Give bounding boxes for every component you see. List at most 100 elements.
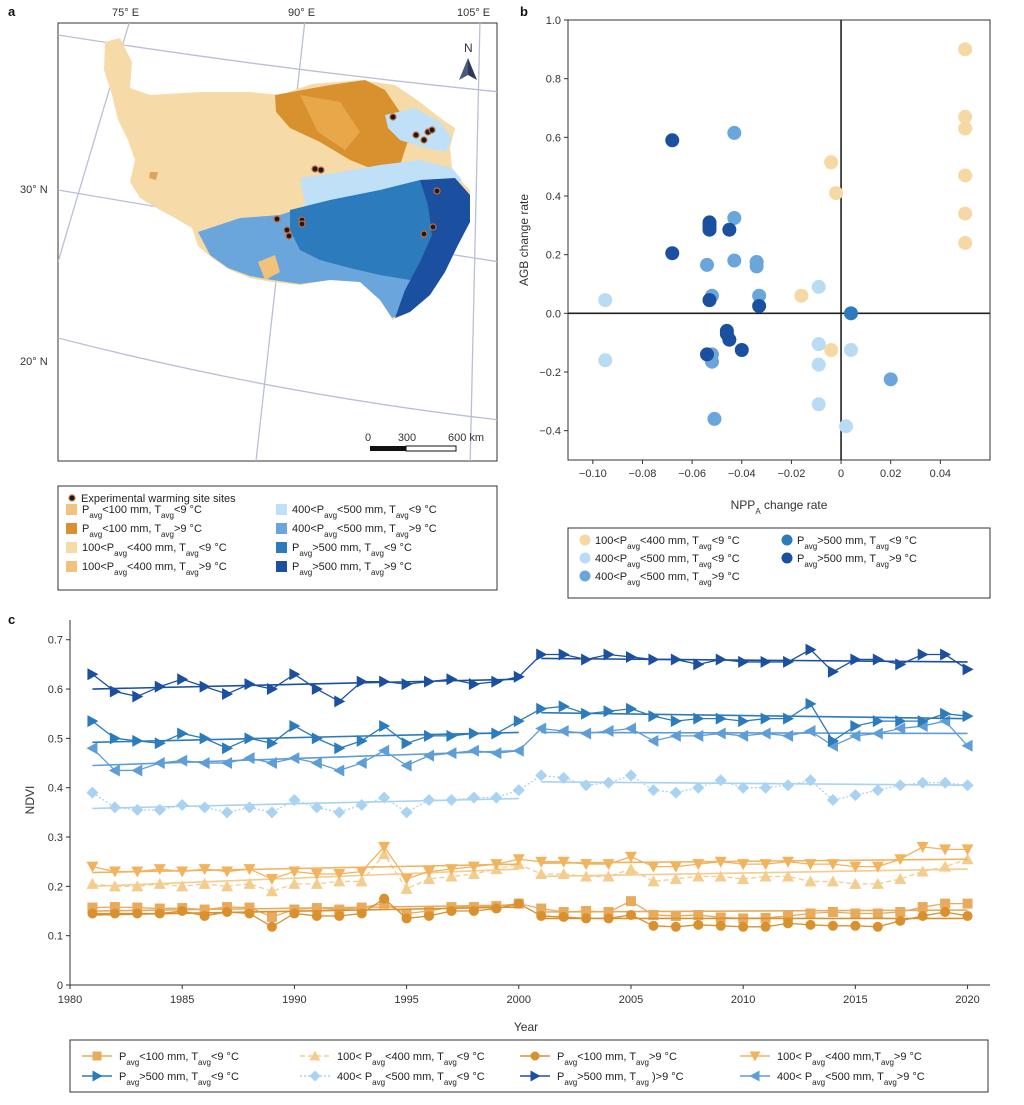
line-marker <box>647 861 660 873</box>
line-marker <box>581 906 592 917</box>
line-marker <box>311 910 322 921</box>
line-marker <box>221 757 233 770</box>
north-arrow-icon: N <box>459 41 477 80</box>
line-marker <box>850 720 862 733</box>
line-marker <box>108 764 120 777</box>
region-gt500-warm <box>395 178 470 318</box>
line-marker <box>961 779 974 792</box>
line-marker <box>108 801 121 814</box>
y-tick-label: 0 <box>57 980 63 992</box>
x-tick-label: 1990 <box>282 994 306 1006</box>
line-marker <box>288 752 300 765</box>
line-marker <box>738 921 749 932</box>
y-tick-label: 0.3 <box>48 832 63 844</box>
line-marker <box>265 757 277 770</box>
line-marker <box>311 683 323 696</box>
line-marker <box>939 860 952 872</box>
line-marker <box>804 875 817 887</box>
line-marker <box>400 806 413 819</box>
line-marker <box>625 650 637 663</box>
experimental-sites <box>273 113 441 240</box>
line-marker <box>87 908 98 919</box>
line-marker <box>311 732 323 745</box>
line-marker <box>400 873 413 885</box>
line-marker <box>872 921 883 932</box>
line-marker <box>603 907 614 917</box>
scatter-point <box>700 257 715 272</box>
line-legend-label: 400< Pavg<500 mm, Tavg<9 °C <box>337 1071 485 1087</box>
line-marker <box>602 724 614 737</box>
lon-label-90: 90° E <box>288 7 315 19</box>
line-marker <box>401 913 412 924</box>
map-legend-label: Pavg>500 mm, Tavg>9 °C <box>292 561 412 577</box>
scale-seg-1 <box>370 446 406 451</box>
line-marker <box>692 870 705 882</box>
line-marker <box>244 908 255 919</box>
line-marker <box>805 643 817 656</box>
scatter-point <box>700 347 715 362</box>
line-marker <box>827 907 838 917</box>
site-marker <box>433 187 441 195</box>
line-marker <box>177 673 189 686</box>
line-marker <box>738 655 750 668</box>
line-marker <box>512 744 524 757</box>
line-marker <box>737 872 750 884</box>
scatter-point <box>811 337 826 352</box>
line-marker <box>625 909 636 920</box>
scatter-point <box>843 343 858 357</box>
line-marker <box>536 648 548 661</box>
y-tick-label: −0.4 <box>539 426 561 438</box>
series-line <box>92 774 968 814</box>
line-marker <box>423 749 435 762</box>
line-marker <box>939 844 952 856</box>
scatter-point <box>727 211 742 225</box>
scale-600: 600 km <box>448 432 484 444</box>
line-marker <box>379 675 391 688</box>
line-marker <box>87 668 99 681</box>
line-marker <box>244 902 255 913</box>
line-marker <box>940 907 951 917</box>
line-marker <box>424 910 435 921</box>
line-marker <box>894 722 906 735</box>
line-marker <box>715 912 726 923</box>
line-marker <box>871 861 884 873</box>
site-marker <box>311 165 319 173</box>
line-marker <box>355 875 368 887</box>
line-legend-label: 100< Pavg<400 mm, Tavg<9 °C <box>337 1051 485 1067</box>
line-marker <box>132 908 143 919</box>
site-marker <box>389 113 397 121</box>
line-marker <box>557 868 570 880</box>
map-legend-swatch <box>276 542 287 553</box>
y-tick-label: 0.5 <box>48 733 63 745</box>
site-marker <box>420 136 428 144</box>
line-marker <box>624 863 637 875</box>
lat-label-20: 20° N <box>20 356 48 368</box>
line-x-label: Year <box>514 1020 538 1034</box>
line-marker <box>379 720 391 733</box>
scatter-point <box>598 353 613 368</box>
site-legend-marker <box>68 494 76 502</box>
scatter-point <box>883 372 898 387</box>
line-marker <box>177 727 189 740</box>
x-tick-label: 0.04 <box>930 468 951 480</box>
y-tick-label: 0.1 <box>48 931 63 943</box>
map-legend-swatch <box>66 561 77 572</box>
line-marker <box>244 678 256 691</box>
line-marker <box>603 648 615 661</box>
scatter-point <box>665 246 680 261</box>
line-marker <box>446 729 458 742</box>
line-marker <box>669 729 681 742</box>
lon-label-105: 105° E <box>457 7 490 19</box>
line-marker <box>132 690 144 703</box>
line-marker <box>266 683 278 696</box>
line-marker <box>288 866 301 878</box>
x-tick-label: 0.02 <box>880 468 901 480</box>
line-marker <box>714 870 727 882</box>
line-marker <box>871 877 884 889</box>
line-series <box>86 643 974 932</box>
line-marker <box>512 854 525 866</box>
scale-0: 0 <box>365 432 371 444</box>
map-legend-label: Pavg>500 mm, Tavg<9 °C <box>292 542 412 558</box>
line-marker <box>288 877 301 889</box>
scatter-point <box>958 109 973 124</box>
